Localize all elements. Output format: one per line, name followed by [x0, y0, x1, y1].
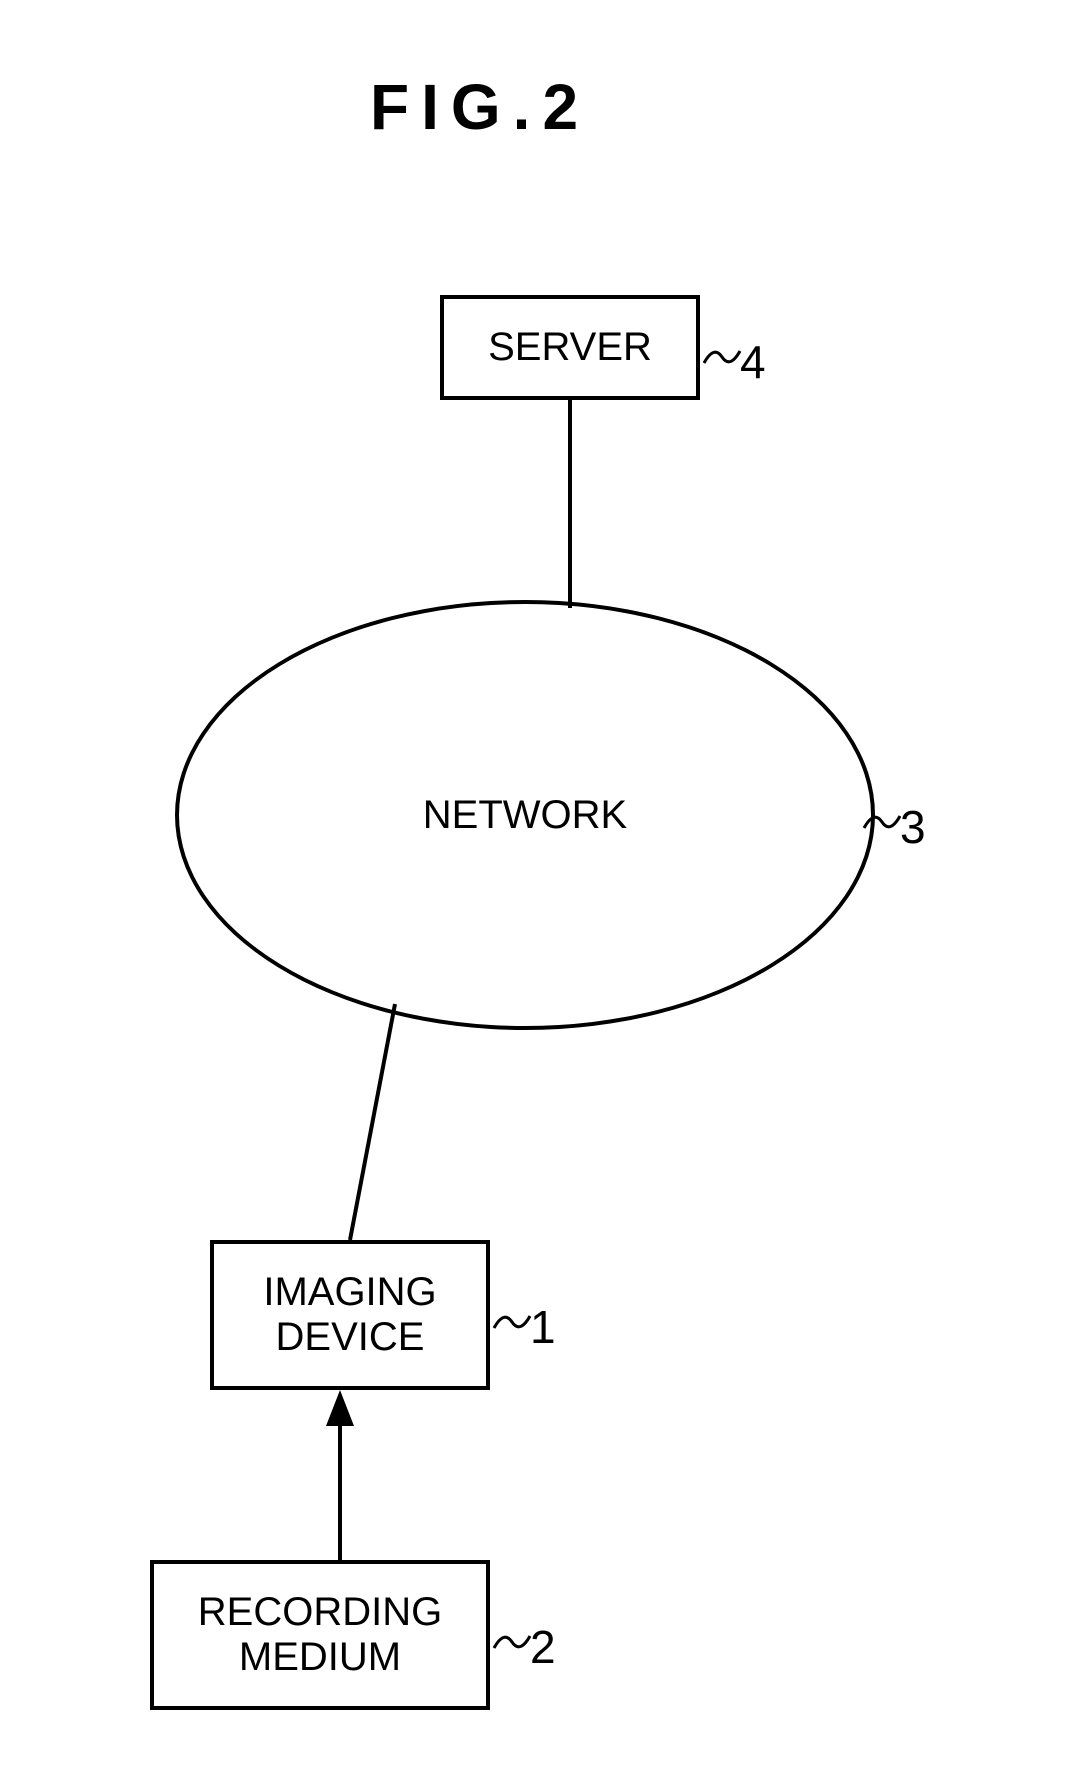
diagram-edges [0, 0, 1089, 1792]
